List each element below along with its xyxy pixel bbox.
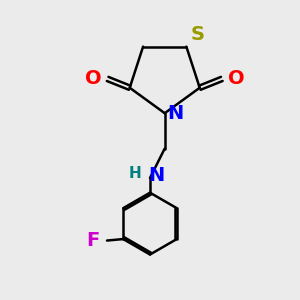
Text: S: S [191, 25, 205, 44]
Text: H: H [129, 166, 142, 181]
Text: O: O [228, 69, 244, 88]
Text: F: F [86, 231, 100, 250]
Text: O: O [85, 69, 102, 88]
Text: N: N [167, 104, 183, 123]
Text: N: N [148, 166, 165, 184]
